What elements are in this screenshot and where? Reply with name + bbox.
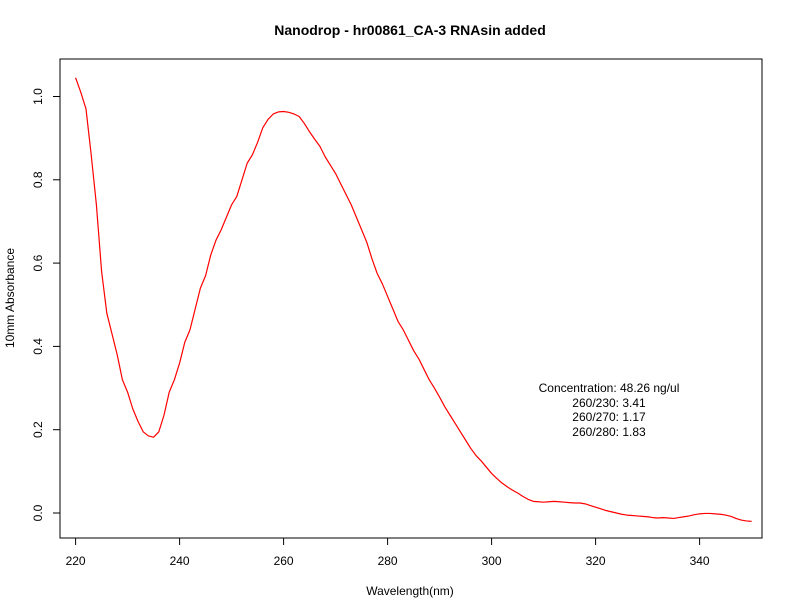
x-axis: 220 240 260 280 300 320 340 [66, 538, 710, 568]
annotation-concentration: Concentration: 48.26 ng/ul [539, 381, 680, 395]
annotation-ratio-260-270: 260/270: 1.17 [572, 410, 646, 424]
y-tick-label: 1.0 [31, 88, 45, 105]
y-tick-label: 0.4 [31, 338, 45, 355]
x-tick-label: 280 [378, 554, 398, 568]
series-layer [75, 77, 752, 522]
y-tick-label: 0.2 [31, 421, 45, 438]
y-tick-label: 0.8 [31, 171, 45, 188]
x-tick-label: 340 [690, 554, 710, 568]
absorbance-series-line [75, 77, 752, 522]
y-tick-label: 0.6 [31, 254, 45, 271]
y-axis-label: 10mm Absorbance [3, 248, 17, 348]
annotation-ratio-260-280: 260/280: 1.83 [572, 425, 646, 439]
x-tick-label: 260 [274, 554, 294, 568]
x-tick-label: 300 [482, 554, 502, 568]
x-axis-label: Wavelength(nm) [366, 584, 454, 598]
annotation-ratio-260-230: 260/230: 3.41 [572, 396, 646, 410]
y-tick-label: 0.0 [31, 504, 45, 521]
x-tick-label: 220 [66, 554, 86, 568]
plot-frame [59, 58, 763, 539]
y-axis: 0.0 0.2 0.4 0.6 0.8 1.0 [31, 88, 60, 521]
stats-annotation: Concentration: 48.26 ng/ul 260/230: 3.41… [539, 381, 680, 439]
chart-title: Nanodrop - hr00861_CA-3 RNAsin added [274, 22, 546, 38]
x-tick-label: 320 [586, 554, 606, 568]
x-tick-label: 240 [170, 554, 190, 568]
